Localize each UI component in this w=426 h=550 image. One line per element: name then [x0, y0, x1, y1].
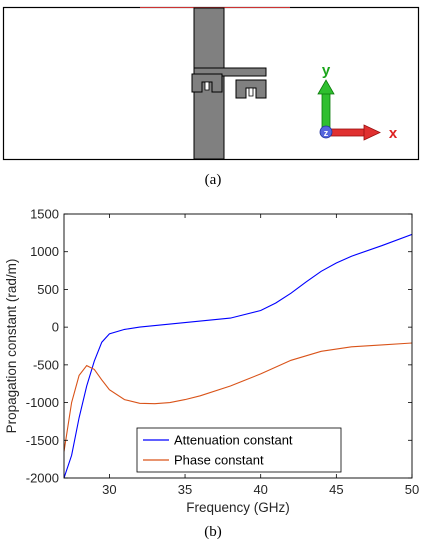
x-axis-title: Frequency (GHz) — [186, 500, 290, 515]
y-tick-label: -500 — [33, 357, 59, 372]
y-axis-arrow-shaft — [321, 91, 331, 131]
y-tick-label: -1500 — [26, 433, 59, 448]
y-axis-label: y — [322, 62, 331, 79]
caption-a: (a) — [0, 172, 426, 189]
x-tick-label: 45 — [329, 482, 343, 497]
axis-triad: z y x — [317, 62, 398, 142]
y-tick-label: 1500 — [30, 207, 59, 222]
z-axis-origin — [319, 125, 333, 139]
x-axis-arrow-shaft — [329, 128, 367, 137]
y-axis-arrow-head — [317, 79, 335, 95]
caption-a-text: (a) — [204, 172, 222, 188]
y-tick-label: 500 — [37, 282, 59, 297]
y-tick-label: 0 — [52, 320, 59, 335]
propagation-constant-chart: 30 35 40 45 50 -2000 -1500 -1000 -500 0 500 1000 150… — [0, 196, 426, 526]
legend-label: Phase constant — [174, 453, 264, 468]
y-tick-label: -1000 — [26, 395, 59, 410]
resonator-right-gap — [248, 87, 254, 97]
slot-left-gap — [204, 81, 210, 91]
plot-frame — [63, 213, 413, 479]
horizontal-stub — [193, 67, 267, 77]
y-axis-title: Propagation constant (rad/m) — [4, 259, 19, 434]
z-axis-label: z — [324, 128, 329, 138]
series-line-attenuation — [64, 233, 412, 478]
legend-box — [136, 427, 342, 473]
x-tick-label: 30 — [102, 482, 116, 497]
x-tick-label: 40 — [253, 482, 267, 497]
y-tick-label: 1000 — [30, 244, 59, 259]
caption-b-text: (b) — [204, 524, 222, 540]
series-line-phase — [64, 342, 412, 452]
x-tick-label: 50 — [405, 482, 419, 497]
legend: Attenuation constant Phase constant — [136, 427, 342, 473]
y-tick-label: -2000 — [26, 471, 59, 486]
structure-schematic-panel: z y x — [0, 0, 426, 200]
x-axis-label: x — [389, 125, 398, 142]
chart-svg: 30 35 40 45 50 -2000 -1500 -1000 -500 0 500 1000 150… — [4, 207, 419, 516]
resonator-right — [235, 79, 267, 99]
plot-layer — [64, 233, 412, 478]
structure-schematic: z y x — [2, 6, 420, 161]
slot-left — [191, 73, 223, 93]
legend-label: Attenuation constant — [174, 433, 293, 448]
x-tick-label: 35 — [178, 482, 192, 497]
x-axis-arrow-head — [363, 124, 381, 141]
caption-b: (b) — [0, 524, 426, 541]
axis-layer: 30 35 40 45 50 -2000 -1500 -1000 -500 0 500 1000 150… — [26, 207, 419, 498]
